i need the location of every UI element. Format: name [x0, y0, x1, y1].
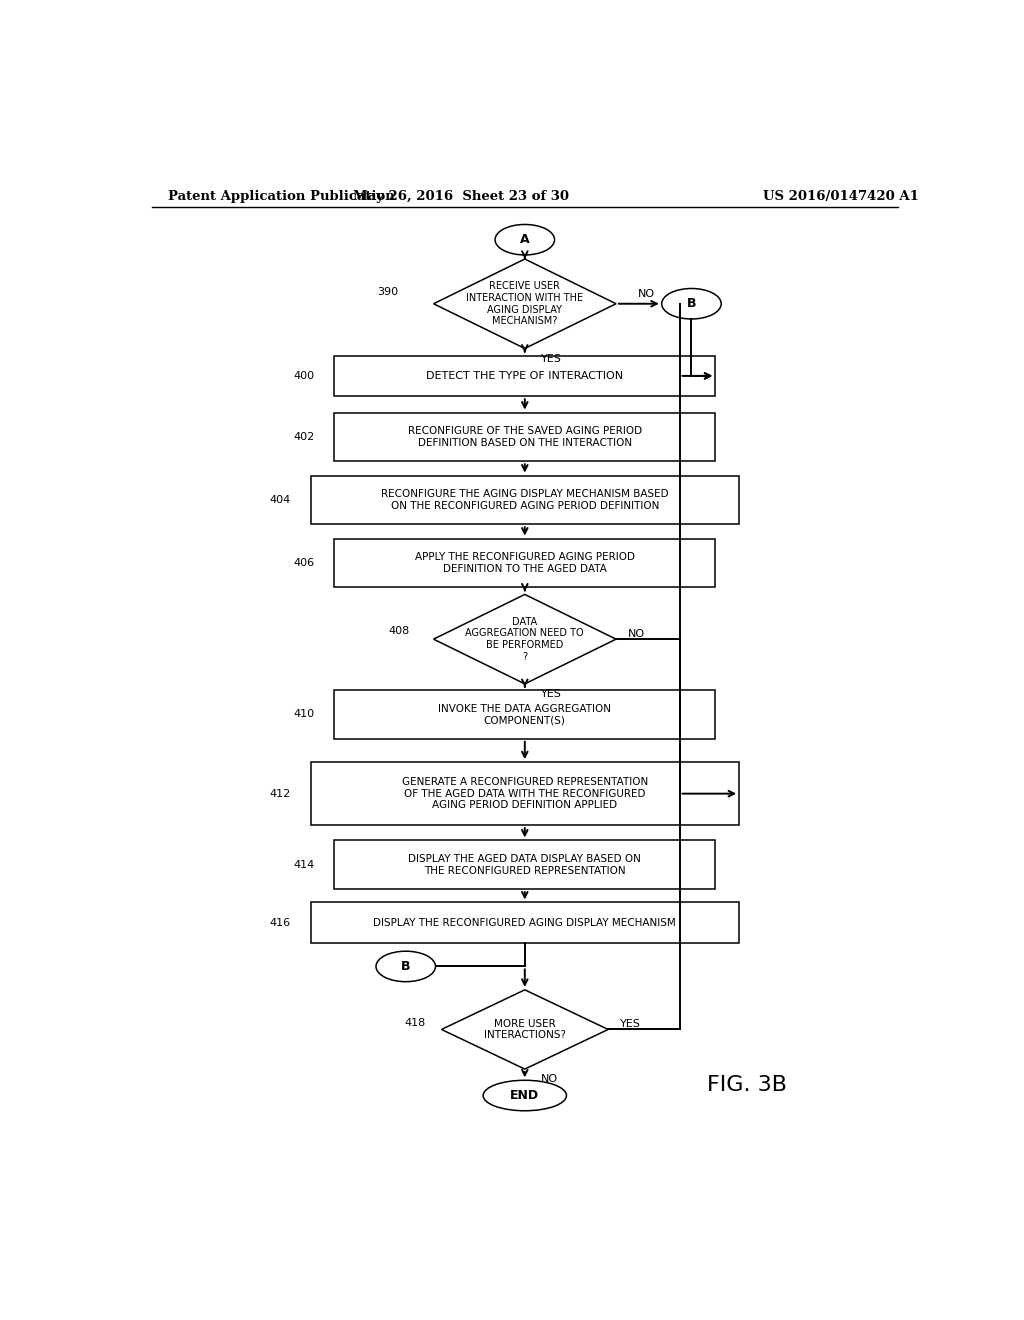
Polygon shape — [441, 990, 608, 1069]
Text: 408: 408 — [388, 626, 410, 636]
Ellipse shape — [662, 289, 721, 319]
Text: DISPLAY THE RECONFIGURED AGING DISPLAY MECHANISM: DISPLAY THE RECONFIGURED AGING DISPLAY M… — [374, 917, 676, 928]
Text: May 26, 2016  Sheet 23 of 30: May 26, 2016 Sheet 23 of 30 — [353, 190, 569, 202]
Text: NO: NO — [541, 1074, 558, 1084]
Ellipse shape — [376, 952, 435, 982]
Text: 390: 390 — [377, 286, 397, 297]
Text: MORE USER
INTERACTIONS?: MORE USER INTERACTIONS? — [483, 1019, 566, 1040]
FancyBboxPatch shape — [310, 762, 739, 825]
Text: 412: 412 — [269, 788, 291, 799]
Text: 404: 404 — [269, 495, 291, 506]
Text: NO: NO — [638, 289, 655, 298]
Text: RECONFIGURE OF THE SAVED AGING PERIOD
DEFINITION BASED ON THE INTERACTION: RECONFIGURE OF THE SAVED AGING PERIOD DE… — [408, 426, 642, 447]
Text: Patent Application Publication: Patent Application Publication — [168, 190, 394, 202]
Text: 414: 414 — [293, 859, 314, 870]
Text: 400: 400 — [293, 371, 314, 381]
Text: YES: YES — [620, 1019, 641, 1030]
Text: B: B — [687, 297, 696, 310]
Text: 418: 418 — [404, 1018, 426, 1028]
Text: YES: YES — [541, 354, 561, 363]
Text: A: A — [520, 234, 529, 247]
Text: GENERATE A RECONFIGURED REPRESENTATION
OF THE AGED DATA WITH THE RECONFIGURED
AG: GENERATE A RECONFIGURED REPRESENTATION O… — [401, 777, 648, 810]
Text: US 2016/0147420 A1: US 2016/0147420 A1 — [763, 190, 919, 202]
Text: 410: 410 — [293, 709, 314, 719]
Ellipse shape — [495, 224, 555, 255]
Text: DETECT THE TYPE OF INTERACTION: DETECT THE TYPE OF INTERACTION — [426, 371, 624, 381]
Text: NO: NO — [628, 630, 645, 639]
FancyBboxPatch shape — [334, 539, 715, 587]
Text: B: B — [401, 960, 411, 973]
FancyBboxPatch shape — [334, 412, 715, 461]
Text: 406: 406 — [293, 558, 314, 568]
Text: 416: 416 — [269, 917, 291, 928]
Text: DISPLAY THE AGED DATA DISPLAY BASED ON
THE RECONFIGURED REPRESENTATION: DISPLAY THE AGED DATA DISPLAY BASED ON T… — [409, 854, 641, 875]
FancyBboxPatch shape — [310, 475, 739, 524]
Text: FIG. 3B: FIG. 3B — [707, 1076, 787, 1096]
Polygon shape — [433, 259, 616, 348]
Text: RECONFIGURE THE AGING DISPLAY MECHANISM BASED
ON THE RECONFIGURED AGING PERIOD D: RECONFIGURE THE AGING DISPLAY MECHANISM … — [381, 490, 669, 511]
Text: YES: YES — [541, 689, 561, 700]
Text: RECEIVE USER
INTERACTION WITH THE
AGING DISPLAY
MECHANISM?: RECEIVE USER INTERACTION WITH THE AGING … — [466, 281, 584, 326]
Polygon shape — [433, 594, 616, 684]
FancyBboxPatch shape — [334, 841, 715, 890]
FancyBboxPatch shape — [334, 690, 715, 739]
Text: DATA
AGGREGATION NEED TO
BE PERFORMED
?: DATA AGGREGATION NEED TO BE PERFORMED ? — [466, 616, 584, 661]
Text: APPLY THE RECONFIGURED AGING PERIOD
DEFINITION TO THE AGED DATA: APPLY THE RECONFIGURED AGING PERIOD DEFI… — [415, 552, 635, 574]
Text: 402: 402 — [293, 432, 314, 442]
Text: END: END — [510, 1089, 540, 1102]
Ellipse shape — [483, 1080, 566, 1110]
FancyBboxPatch shape — [310, 903, 739, 942]
FancyBboxPatch shape — [334, 355, 715, 396]
Text: INVOKE THE DATA AGGREGATION
COMPONENT(S): INVOKE THE DATA AGGREGATION COMPONENT(S) — [438, 704, 611, 725]
